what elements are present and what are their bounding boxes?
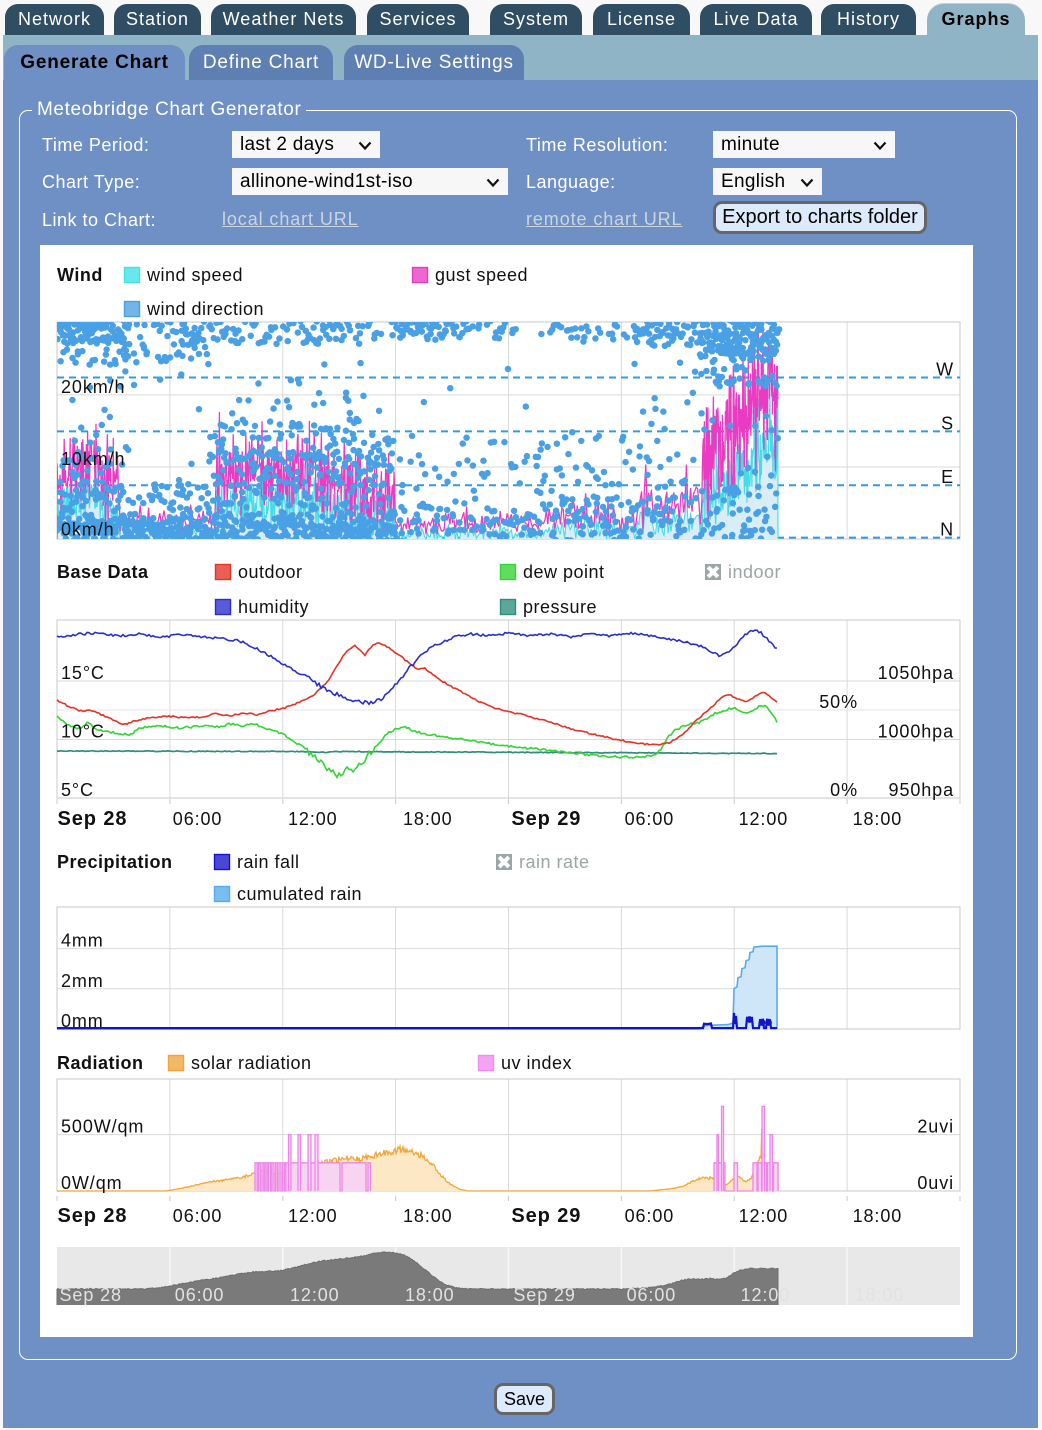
svg-text:1050hpa: 1050hpa	[878, 663, 954, 683]
svg-text:20km/h: 20km/h	[61, 377, 125, 397]
svg-text:0uvi: 0uvi	[917, 1173, 954, 1193]
svg-text:12:00: 12:00	[288, 809, 338, 829]
svg-text:12:00: 12:00	[739, 809, 789, 829]
svg-text:Sep 29: Sep 29	[511, 808, 581, 830]
svg-text:10°C: 10°C	[61, 722, 105, 742]
svg-text:Sep 29: Sep 29	[511, 1205, 581, 1227]
svg-text:0mm: 0mm	[61, 1011, 104, 1031]
svg-text:5°C: 5°C	[61, 780, 94, 800]
svg-text:18:00: 18:00	[405, 1285, 455, 1305]
svg-text:E: E	[941, 467, 954, 487]
svg-text:Sep 28: Sep 28	[60, 1285, 122, 1305]
svg-text:18:00: 18:00	[403, 1206, 453, 1226]
svg-text:0km/h: 0km/h	[61, 520, 115, 540]
svg-text:solar radiation: solar radiation	[191, 1053, 312, 1073]
svg-text:12:00: 12:00	[290, 1285, 340, 1305]
svg-text:rain rate: rain rate	[519, 852, 590, 872]
svg-text:Wind: Wind	[57, 265, 103, 285]
svg-text:outdoor: outdoor	[238, 562, 303, 582]
svg-text:gust speed: gust speed	[435, 265, 528, 285]
svg-text:2mm: 2mm	[61, 971, 104, 991]
svg-text:10km/h: 10km/h	[61, 449, 125, 469]
svg-text:12:00: 12:00	[739, 1206, 789, 1226]
svg-text:500W/qm: 500W/qm	[61, 1117, 144, 1137]
svg-text:12:00: 12:00	[288, 1206, 338, 1226]
svg-text:2uvi: 2uvi	[917, 1117, 954, 1137]
svg-text:humidity: humidity	[238, 597, 309, 617]
svg-text:wind direction: wind direction	[146, 299, 264, 319]
svg-text:18:00: 18:00	[403, 809, 453, 829]
svg-text:06:00: 06:00	[173, 1206, 223, 1226]
svg-text:0%: 0%	[830, 780, 858, 800]
svg-text:06:00: 06:00	[173, 809, 223, 829]
svg-text:rain fall: rain fall	[237, 852, 300, 872]
svg-text:W: W	[936, 360, 954, 380]
svg-text:15°C: 15°C	[61, 663, 105, 683]
svg-text:18:00: 18:00	[853, 809, 903, 829]
svg-text:06:00: 06:00	[175, 1285, 225, 1305]
svg-text:Sep 28: Sep 28	[58, 808, 128, 830]
svg-text:06:00: 06:00	[625, 809, 675, 829]
svg-text:950hpa: 950hpa	[889, 780, 955, 800]
svg-text:06:00: 06:00	[627, 1285, 677, 1305]
svg-text:N: N	[940, 520, 954, 540]
svg-text:4mm: 4mm	[61, 931, 104, 951]
svg-text:pressure: pressure	[523, 597, 597, 617]
svg-text:18:00: 18:00	[853, 1206, 903, 1226]
svg-text:Sep 28: Sep 28	[58, 1205, 128, 1227]
svg-text:1000hpa: 1000hpa	[878, 722, 954, 742]
svg-text:uv index: uv index	[501, 1053, 572, 1073]
svg-text:dew point: dew point	[523, 562, 605, 582]
svg-text:18:00: 18:00	[855, 1285, 905, 1305]
svg-text:Base Data: Base Data	[57, 562, 149, 582]
svg-text:Sep 29: Sep 29	[513, 1285, 575, 1305]
svg-text:S: S	[941, 413, 954, 433]
svg-text:12:00: 12:00	[741, 1285, 791, 1305]
svg-text:Radiation: Radiation	[57, 1053, 144, 1073]
svg-text:wind speed: wind speed	[146, 265, 243, 285]
svg-text:06:00: 06:00	[625, 1206, 675, 1226]
svg-text:0W/qm: 0W/qm	[61, 1173, 123, 1193]
svg-text:50%: 50%	[819, 692, 858, 712]
svg-text:indoor: indoor	[728, 562, 781, 582]
svg-text:Precipitation: Precipitation	[57, 852, 173, 872]
svg-text:cumulated rain: cumulated rain	[237, 884, 362, 904]
